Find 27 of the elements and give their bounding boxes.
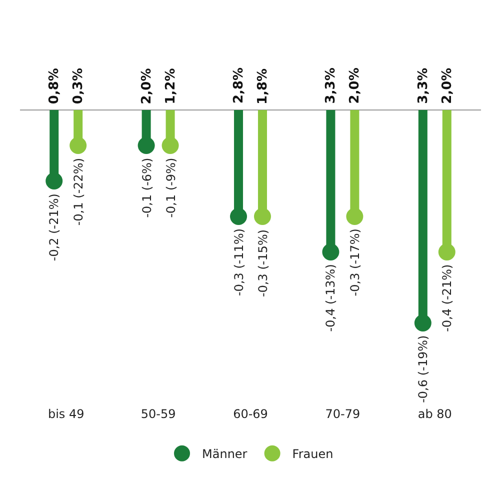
text: 2,0% — [440, 68, 455, 104]
x-tick-label: bis 49 — [48, 407, 84, 421]
text: 3,3% — [416, 68, 431, 104]
data-label: -0,6 (-19%) — [416, 335, 430, 403]
data-label: -0,4 (-13%) — [324, 264, 338, 332]
x-tick-label: 60-69 — [233, 407, 268, 421]
text: 1,8% — [255, 68, 270, 104]
text: 1,2% — [163, 68, 178, 104]
data-label: -0,3 (-15%) — [256, 229, 270, 297]
text: 3,3% — [324, 68, 339, 104]
x-tick-label: ab 80 — [418, 407, 452, 421]
legend-label: Frauen — [292, 447, 334, 462]
data-label: -0,1 (-9%) — [164, 158, 178, 218]
data-label: -0,3 (-17%) — [348, 228, 362, 296]
text: 0,8% — [47, 68, 62, 104]
data-label: -0,4 (-21%) — [440, 264, 454, 332]
data-label: -0,1 (-22%) — [72, 158, 86, 226]
text: 0,3% — [71, 68, 86, 104]
data-label: -0,1 (-6%) — [140, 158, 154, 218]
text: 2,0% — [139, 68, 154, 104]
legend-label: Männer — [202, 447, 248, 462]
data-label: -0,2 (-21%) — [47, 194, 62, 262]
data-label: -0,3 (-11%) — [232, 228, 246, 296]
text: 2,8% — [232, 67, 247, 104]
x-tick-label: 70-79 — [325, 407, 360, 421]
x-tick-label: 50-59 — [140, 407, 176, 421]
text: 2,0% — [348, 68, 363, 104]
